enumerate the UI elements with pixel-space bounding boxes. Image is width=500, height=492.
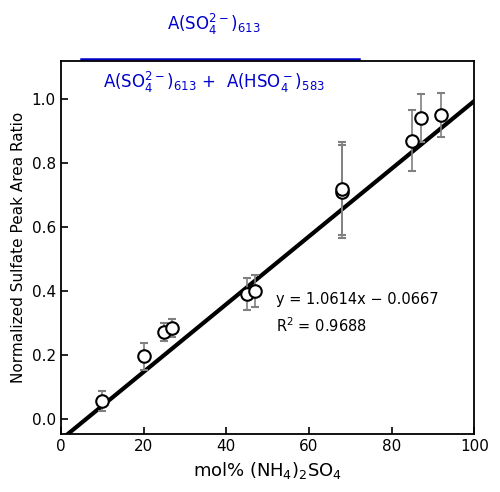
- X-axis label: mol% (NH$_4$)$_2$SO$_4$: mol% (NH$_4$)$_2$SO$_4$: [193, 460, 342, 481]
- Text: A(SO$_4^{2-}$)$_{613}$ +  A(HSO$_4^-$)$_{583}$: A(SO$_4^{2-}$)$_{613}$ + A(HSO$_4^-$)$_{…: [103, 70, 325, 95]
- Text: y = 1.0614x − 0.0667
R$^2$ = 0.9688: y = 1.0614x − 0.0667 R$^2$ = 0.9688: [276, 292, 438, 335]
- Text: A(SO$_4^{2-}$)$_{613}$: A(SO$_4^{2-}$)$_{613}$: [167, 11, 260, 36]
- Y-axis label: Normalized Sulfate Peak Area Ratio: Normalized Sulfate Peak Area Ratio: [11, 112, 26, 383]
